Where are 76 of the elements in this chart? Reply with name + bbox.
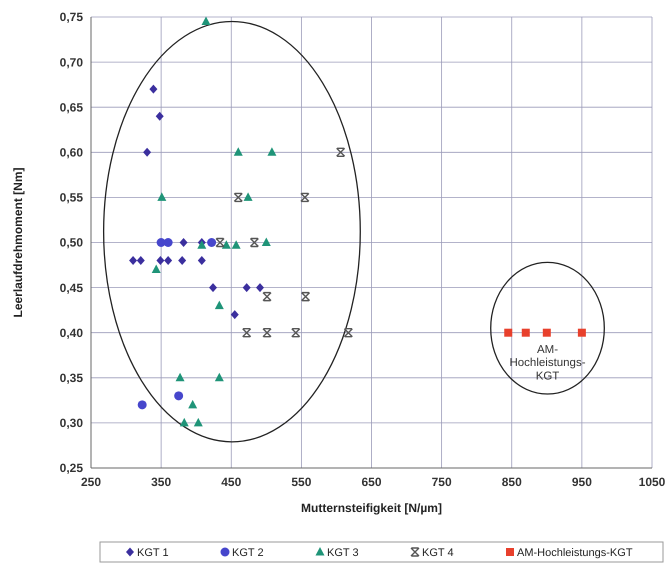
x-axis-title: Mutternsteifigkeit [N/µm]: [301, 501, 442, 515]
point: [174, 391, 184, 400]
y-tick-label: 0,35: [60, 371, 84, 385]
y-tick-label: 0,70: [60, 55, 84, 70]
point: [344, 328, 354, 338]
point: [256, 283, 264, 292]
point: [176, 372, 185, 382]
x-tick-label: 1050: [638, 475, 666, 489]
point: [188, 400, 198, 408]
x-tick-label: 650: [361, 475, 382, 489]
point: [336, 148, 346, 157]
point: [129, 256, 138, 266]
point: [250, 238, 260, 248]
y-tick-label: 0,75: [60, 10, 84, 24]
legend-label: KGT 1: [137, 546, 169, 559]
point: [242, 328, 252, 338]
point: [300, 292, 310, 302]
y-tick-label: 0,65: [60, 100, 84, 114]
point: [198, 256, 206, 266]
x-tick-label: 550: [291, 475, 312, 489]
point: [262, 292, 272, 302]
legend-label: AM-Hochleistungs-KGT: [517, 546, 633, 559]
point: [136, 256, 145, 266]
point: [234, 192, 243, 202]
point: [542, 328, 551, 337]
point: [244, 192, 253, 201]
x-tick-label: 850: [502, 475, 522, 489]
point: [156, 112, 164, 121]
point: [143, 148, 152, 157]
point: [178, 256, 186, 266]
point: [207, 238, 216, 247]
point: [214, 300, 224, 310]
legend-label: KGT 4: [422, 546, 454, 559]
point: [209, 283, 218, 292]
point: [262, 238, 271, 246]
y-tick-label: 0,45: [60, 280, 84, 295]
point: [156, 256, 164, 266]
point: [300, 192, 310, 202]
y-tick-label: 0,50: [60, 236, 84, 250]
point: [578, 328, 586, 337]
point: [180, 238, 188, 247]
point: [215, 238, 225, 248]
point: [149, 84, 158, 94]
point: [504, 328, 512, 337]
point: [138, 400, 147, 410]
point: [164, 238, 173, 247]
x-tick-label: 350: [151, 475, 172, 489]
y-tick-label: 0,55: [60, 190, 84, 205]
y-axis-title: Leerlaufdrehmoment [Nm]: [11, 167, 25, 318]
point: [230, 310, 239, 320]
x-tick-label: 950: [572, 475, 592, 489]
legend-label: KGT 3: [327, 546, 359, 559]
legend-label: KGT 2: [232, 546, 264, 559]
point: [242, 283, 251, 292]
point: [267, 147, 276, 156]
point: [164, 256, 172, 266]
annotation: AM-Hochleistungs-KGT: [509, 344, 586, 382]
point: [157, 192, 166, 201]
y-tick-label: 0,60: [60, 146, 84, 160]
point: [202, 16, 211, 26]
x-tick-label: 450: [221, 475, 242, 489]
x-tick-label: 250: [80, 475, 102, 489]
point: [232, 240, 241, 249]
point: [152, 264, 161, 274]
point: [234, 147, 243, 156]
point: [291, 328, 300, 338]
point: [222, 240, 231, 249]
y-tick-label: 0,40: [60, 326, 84, 340]
y-tick-label: 0,25: [60, 461, 84, 476]
y-tick-label: 0,30: [60, 416, 84, 430]
x-tick-label: 750: [432, 475, 452, 489]
point: [180, 418, 189, 426]
point: [522, 328, 530, 337]
point: [214, 372, 224, 382]
point: [194, 418, 203, 426]
point: [262, 328, 272, 338]
